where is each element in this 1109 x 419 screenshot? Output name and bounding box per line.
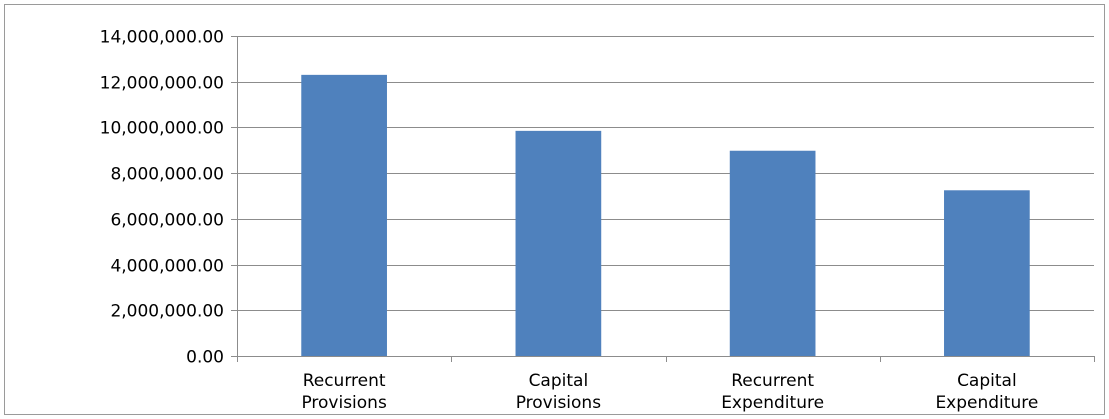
chart-frame: 0.00 2,000,000.00 4,000,000.00 6,000,000.00… <box>4 4 1105 415</box>
y-tick-label: 8,000,000.00 <box>110 165 224 185</box>
bar <box>301 74 387 356</box>
x-category-label-line: Expenditure <box>935 393 1038 413</box>
bar <box>515 130 602 356</box>
y-tick-label: 4,000,000.00 <box>110 257 224 277</box>
x-category-label: Capital Provisions <box>516 371 602 413</box>
bar <box>729 150 816 356</box>
x-category-label: Capital Expenditure <box>935 371 1038 413</box>
axes <box>231 36 1095 362</box>
x-category-label-line: Provisions <box>516 393 602 413</box>
bars <box>301 74 1030 356</box>
y-tick-label: 10,000,000.00 <box>100 119 224 139</box>
x-category-label-line: Capital <box>529 371 589 391</box>
bar-chart: 0.00 2,000,000.00 4,000,000.00 6,000,000.00… <box>100 28 1095 413</box>
y-tick-label: 0.00 <box>186 348 224 368</box>
y-tick-label: 2,000,000.00 <box>110 302 224 322</box>
y-axis-tick-labels: 0.00 2,000,000.00 4,000,000.00 6,000,000.00… <box>100 28 224 368</box>
x-category-label: Recurrent Expenditure <box>721 371 824 413</box>
x-category-label: Recurrent Provisions <box>301 371 387 413</box>
x-category-label-line: Expenditure <box>721 393 824 413</box>
bar <box>944 190 1030 356</box>
x-category-label-line: Capital <box>957 371 1017 391</box>
y-tick-label: 6,000,000.00 <box>110 211 224 231</box>
y-tick-label: 12,000,000.00 <box>100 74 224 94</box>
x-category-label-line: Recurrent <box>731 371 814 391</box>
x-category-label-line: Recurrent <box>303 371 386 391</box>
x-category-label-line: Provisions <box>301 393 387 413</box>
y-tick-label: 14,000,000.00 <box>100 28 224 48</box>
